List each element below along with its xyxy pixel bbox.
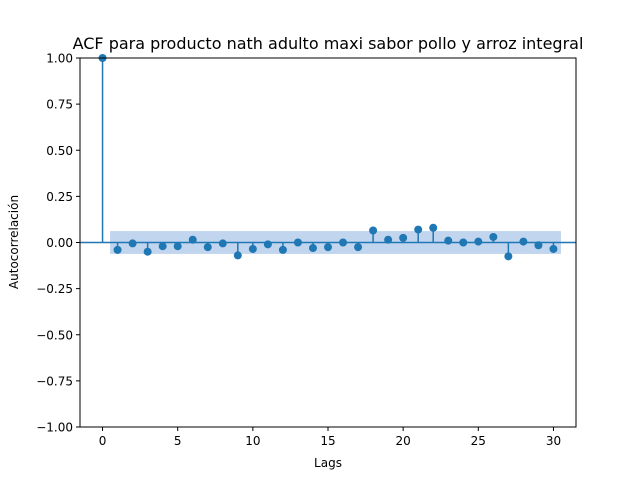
x-tick-label: 5	[174, 434, 182, 448]
stem-marker-10	[248, 244, 257, 253]
y-axis-label: Autocorrelación	[7, 195, 21, 289]
stem-marker-24	[459, 238, 468, 247]
stem-marker-14	[308, 244, 317, 253]
stem-marker-25	[474, 237, 483, 246]
stem-marker-20	[399, 233, 408, 242]
stem-marker-5	[173, 242, 182, 251]
stem-marker-7	[203, 243, 212, 252]
stem-marker-17	[354, 243, 363, 252]
stem-marker-4	[158, 242, 167, 251]
stem-marker-27	[504, 252, 513, 261]
x-tick-label: 15	[320, 434, 335, 448]
y-tick-label: 0.50	[46, 144, 73, 158]
stem-marker-16	[339, 238, 348, 247]
stem-marker-12	[278, 245, 287, 254]
stem-marker-13	[293, 238, 302, 247]
stem-marker-15	[324, 243, 332, 252]
x-tick-label: 25	[471, 434, 486, 448]
y-tick-label: −0.50	[36, 328, 73, 342]
y-tick-label: 0.00	[46, 236, 73, 250]
stem-marker-3	[143, 247, 152, 256]
x-tick-label: 10	[245, 434, 260, 448]
y-tick-label: −0.75	[36, 374, 73, 388]
stem-marker-8	[218, 239, 227, 248]
x-tick-label: 20	[396, 434, 411, 448]
stem-marker-11	[263, 240, 272, 249]
chart-title: ACF para producto nath adulto maxi sabor…	[73, 34, 584, 53]
stem-marker-9	[233, 251, 242, 260]
stem-marker-21	[414, 225, 423, 234]
x-tick-label: 0	[99, 434, 107, 448]
y-tick-label: 0.75	[46, 98, 73, 112]
stem-marker-26	[489, 232, 498, 241]
stem-marker-1	[113, 245, 122, 254]
stem-marker-19	[384, 235, 393, 244]
y-tick-label: 1.00	[46, 52, 73, 66]
x-axis-label: Lags	[314, 456, 342, 470]
stem-marker-28	[519, 237, 528, 246]
stem-marker-18	[369, 226, 378, 235]
y-tick-label: −0.25	[36, 282, 73, 296]
stem-marker-6	[188, 235, 197, 244]
stem-marker-30	[549, 244, 558, 253]
stem-marker-2	[128, 239, 137, 248]
stem-marker-23	[444, 236, 453, 245]
stem-marker-22	[429, 223, 438, 232]
y-tick-label: −1.00	[36, 421, 73, 435]
stem-marker-29	[534, 241, 543, 250]
x-tick-label: 30	[546, 434, 561, 448]
y-tick-label: 0.25	[46, 190, 73, 204]
